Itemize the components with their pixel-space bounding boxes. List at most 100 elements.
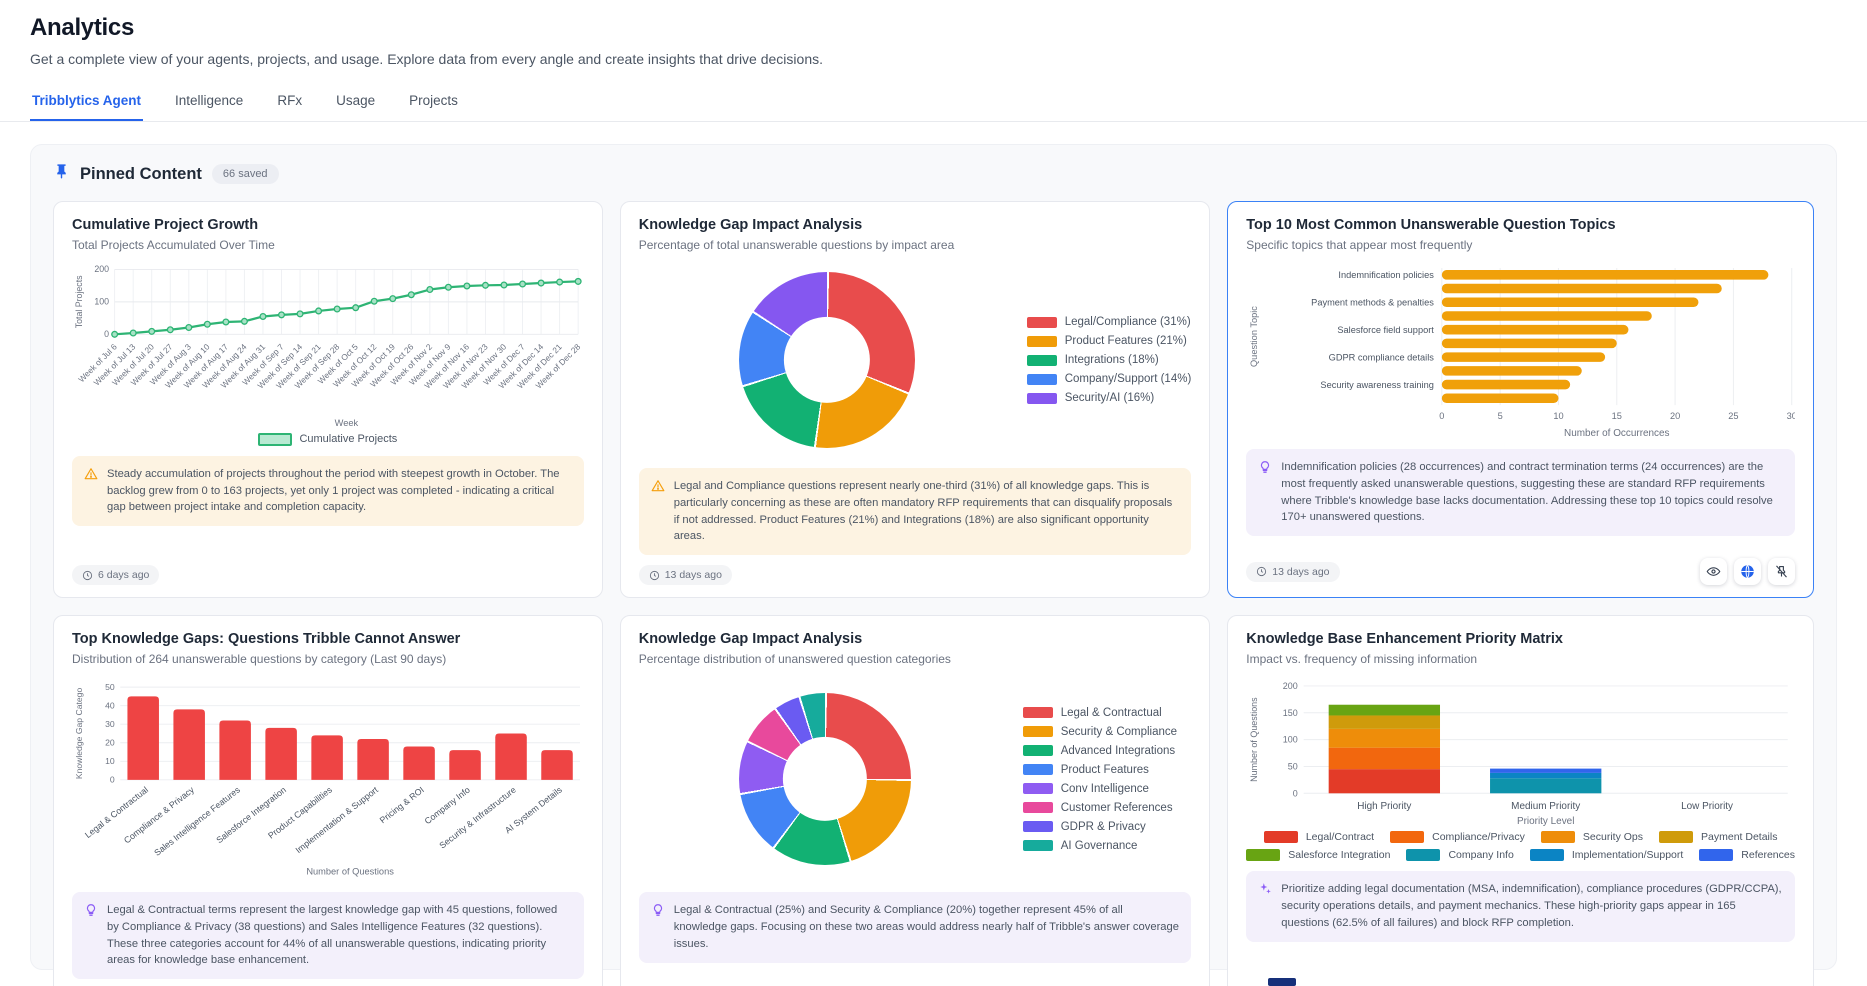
svg-text:Number of Questions: Number of Questions: [1249, 697, 1259, 782]
card-subtitle: Specific topics that appear most frequen…: [1246, 238, 1473, 252]
svg-text:10: 10: [1554, 411, 1564, 421]
card-footer: 13 days ago: [72, 979, 584, 986]
card-top10-unanswerable-topics[interactable]: Top 10 Most Common Unanswerable Question…: [1227, 201, 1814, 599]
svg-text:50: 50: [105, 682, 115, 692]
card-title: Top Knowledge Gaps: Questions Tribble Ca…: [72, 631, 461, 648]
tab-intelligence[interactable]: Intelligence: [175, 93, 244, 108]
card-actions: [1700, 558, 1795, 586]
card-subtitle: Impact vs. frequency of missing informat…: [1246, 652, 1478, 667]
svg-text:100: 100: [1283, 735, 1298, 745]
legend-swatch: [1022, 783, 1053, 795]
insight-box: Legal & Contractual terms represent the …: [72, 891, 584, 980]
legend-item: Legal/Compliance (31%): [1026, 316, 1192, 328]
svg-text:Week: Week: [335, 418, 359, 428]
legend-item: References: [1699, 849, 1795, 862]
donut-ring: [738, 693, 911, 866]
svg-text:Sales Intelligence Features: Sales Intelligence Features: [152, 784, 242, 858]
legend-label: Cumulative Projects: [299, 433, 398, 446]
card-priority-matrix[interactable]: Knowledge Base Enhancement Priority Matr…: [1227, 615, 1814, 986]
card-subtitle: Percentage of total unanswerable questio…: [638, 238, 955, 252]
tab-rfx[interactable]: RFx: [277, 93, 303, 108]
legend-item: Product Features: [1022, 764, 1177, 776]
svg-text:Implementation & Support: Implementation & Support: [294, 784, 381, 855]
donut-chart: Legal & Contractual Security & Compliance…: [639, 676, 1192, 882]
legend-swatch: [1022, 840, 1053, 852]
svg-text:High Priority: High Priority: [1358, 801, 1412, 812]
card-footer: 6 days ago: [72, 555, 584, 586]
legend-swatch: [1026, 354, 1057, 366]
svg-text:Security & Infrastructure: Security & Infrastructure: [437, 785, 518, 851]
insight-text: Steady accumulation of projects througho…: [107, 467, 560, 514]
line-chart: 0 100 200 Total Projects Week of Jul 6 Week o…: [72, 262, 584, 446]
page-subtitle: Get a complete view of your agents, proj…: [30, 51, 823, 67]
svg-text:0: 0: [1440, 411, 1445, 421]
scrollbar-thumb[interactable]: [1268, 978, 1296, 986]
legend-item: Implementation/Support: [1529, 849, 1683, 862]
legend-item: Security Ops: [1540, 831, 1643, 844]
warning-icon: [84, 467, 98, 516]
svg-text:150: 150: [1283, 708, 1298, 718]
pinned-cards-grid: Cumulative Project Growth Total Projects…: [53, 201, 1814, 986]
card-subtitle: Percentage distribution of unanswered qu…: [638, 652, 951, 667]
svg-text:0: 0: [110, 775, 115, 785]
svg-text:Indemnification policies: Indemnification policies: [1339, 270, 1435, 280]
share-globe-button[interactable]: [1734, 558, 1761, 586]
stacked-bar-chart: 0 50 100 150 200 High Priority Medium Priority…: [1246, 676, 1795, 862]
legend-swatch: [1022, 821, 1053, 833]
card-footer: 13 days ago: [638, 555, 1192, 586]
svg-text:GDPR compliance details: GDPR compliance details: [1329, 352, 1435, 362]
tab-usage[interactable]: Usage: [336, 93, 376, 108]
svg-text:Priority Level: Priority Level: [1517, 816, 1574, 827]
view-button[interactable]: [1700, 558, 1727, 586]
svg-text:5: 5: [1498, 411, 1503, 421]
legend-item: Legal & Contractual: [1022, 707, 1177, 719]
card-title: Knowledge Base Enhancement Priority Matr…: [1246, 631, 1563, 648]
card-knowledge-gap-impact-analysis[interactable]: Knowledge Gap Impact Analysis Percentage…: [619, 201, 1211, 599]
svg-text:Medium Priority: Medium Priority: [1511, 801, 1580, 812]
donut-legend: Legal/Compliance (31%) Product Features (…: [1026, 316, 1192, 404]
donut-ring: [738, 272, 915, 448]
card-footer: 13 days ago: [639, 979, 1192, 986]
lightbulb-icon: [1258, 460, 1272, 526]
svg-text:Pricing & ROI: Pricing & ROI: [378, 785, 426, 826]
card-subtitle: Distribution of 264 unanswerable questio…: [72, 652, 447, 667]
legend-row: Legal/Contract Compliance/Privacy Security…: [1246, 831, 1795, 844]
insight-text: Prioritize adding legal documentation (M…: [1281, 883, 1782, 929]
legend-swatch: [1026, 335, 1057, 347]
svg-text:15: 15: [1612, 411, 1622, 421]
warning-icon: [651, 479, 665, 545]
card-cumulative-project-growth[interactable]: Cumulative Project Growth Total Projects…: [53, 201, 603, 599]
card-footer: 13 days ago: [1246, 979, 1795, 986]
card-top-knowledge-gaps[interactable]: Top Knowledge Gaps: Questions Tribble Ca…: [53, 615, 603, 986]
svg-text:Question Topic: Question Topic: [1249, 306, 1259, 367]
svg-text:40: 40: [105, 701, 115, 711]
card-title: Top 10 Most Common Unanswerable Question…: [1246, 217, 1616, 233]
legend-swatch: [1022, 745, 1053, 757]
pinned-content-panel: Pinned Content 66 saved Cumulative Proje…: [30, 144, 1837, 986]
sparkles-icon: [1258, 882, 1272, 931]
insight-box: Legal & Contractual (25%) and Security &…: [638, 892, 1192, 963]
tab-projects[interactable]: Projects: [409, 93, 458, 108]
legend-swatch: [1659, 831, 1694, 844]
legend-item: GDPR & Privacy: [1022, 821, 1177, 833]
insight-box: Prioritize adding legal documentation (M…: [1246, 871, 1795, 942]
pinned-content-header: Pinned Content 66 saved: [53, 163, 1814, 185]
svg-text:Security awareness training: Security awareness training: [1321, 380, 1434, 390]
legend-swatch: [1022, 726, 1053, 738]
legend-swatch: [1022, 707, 1053, 719]
unpin-button[interactable]: [1768, 558, 1795, 586]
lightbulb-icon: [651, 903, 665, 952]
card-knowledge-gap-impact-analysis-2[interactable]: Knowledge Gap Impact Analysis Percentage…: [619, 615, 1211, 986]
insight-text: Legal and Compliance questions represent…: [673, 480, 1173, 543]
legend-item: Conv Intelligence: [1022, 783, 1177, 795]
insight-box: Legal and Compliance questions represent…: [638, 468, 1192, 556]
legend-swatch: [1022, 764, 1053, 776]
legend-swatch: [1529, 849, 1564, 862]
tab-tribblytics-agent[interactable]: Tribblytics Agent: [30, 87, 144, 121]
pin-icon: [53, 163, 70, 185]
legend-item: Advanced Integrations: [1022, 745, 1177, 757]
card-title: Knowledge Gap Impact Analysis: [638, 631, 863, 648]
legend-swatch: [1246, 849, 1281, 862]
line-chart-legend: Cumulative Projects: [72, 432, 584, 446]
legend-item: Salesforce Integration: [1246, 849, 1390, 862]
